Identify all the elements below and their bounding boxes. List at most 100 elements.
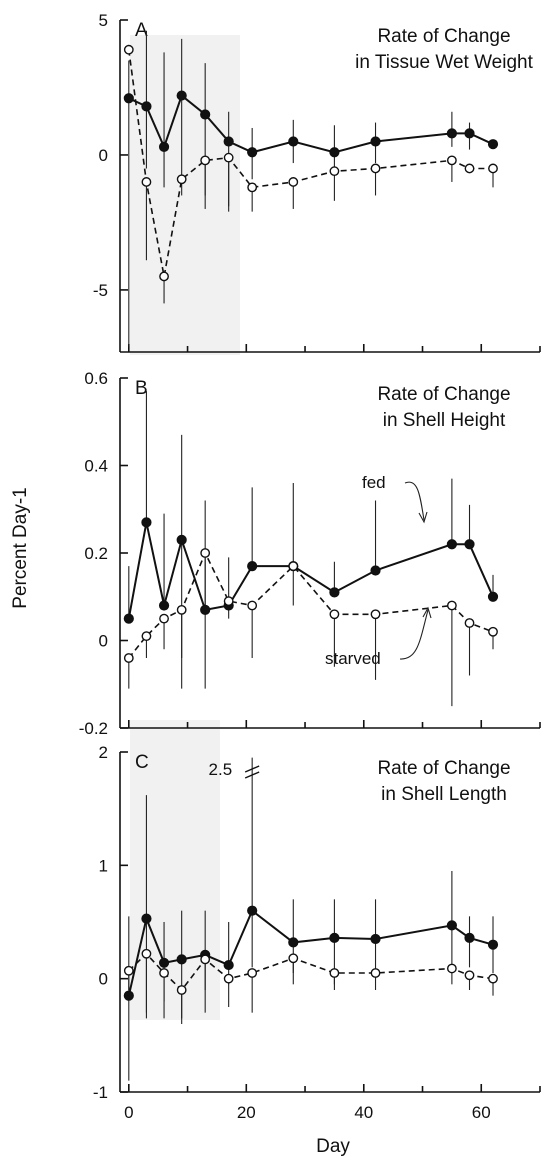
fed-data-point	[329, 587, 340, 598]
fed-data-point	[329, 147, 340, 158]
x-tick-label: 40	[354, 1103, 373, 1122]
fed-data-point	[446, 539, 457, 550]
starved-data-point	[159, 271, 169, 282]
starved-data-point	[141, 177, 152, 187]
fed-data-point	[370, 933, 381, 945]
starved-data-point	[247, 968, 258, 978]
starved-data-point	[370, 163, 381, 174]
scan-shading	[130, 35, 240, 355]
panel-a: 5 0 -5 A Rate of Change in Tissue Wet Weight	[93, 11, 541, 353]
fed-data-point	[464, 932, 475, 943]
starved-data-point	[223, 973, 234, 984]
y-tick-label: 0	[99, 146, 108, 165]
starved-data-point	[446, 963, 457, 974]
starved-data-point	[200, 548, 211, 558]
axis-break-mark	[244, 771, 260, 779]
fed-data-point	[141, 517, 152, 528]
break-value-label: 2.5	[209, 760, 233, 779]
starved-data-point	[123, 44, 134, 55]
starved-label-arrow	[399, 609, 429, 660]
fed-data-point	[247, 147, 258, 158]
fed-data-point	[141, 913, 152, 924]
starved-data-point	[464, 970, 475, 981]
y-tick-label: 0.4	[84, 457, 108, 476]
fed-data-point	[247, 905, 258, 916]
starved-data-point	[200, 155, 211, 166]
fed-data-point	[158, 600, 170, 611]
panel-letter: C	[135, 752, 149, 773]
y-tick-label: 5	[99, 11, 108, 30]
fed-data-point	[200, 604, 211, 615]
starved-data-point	[464, 163, 475, 174]
starved-data-point	[176, 174, 187, 185]
starved-data-point	[288, 561, 299, 572]
fed-data-point	[141, 101, 152, 112]
starved-data-point	[329, 166, 340, 177]
starved-data-point	[247, 182, 258, 193]
starved-data-point	[247, 600, 258, 611]
x-tick-label: 0	[124, 1103, 133, 1122]
starved-data-point	[159, 968, 169, 978]
starved-series-label: starved	[325, 649, 381, 668]
panel-c: 2 1 0 -1 0 20 40 60 C Rate of Change in Shell Leng…	[93, 743, 541, 1122]
starved-data-point	[446, 600, 457, 611]
panel-title-line2: in Tissue Wet Weight	[355, 52, 533, 73]
fed-data-point	[370, 565, 381, 576]
starved-data-point	[446, 155, 457, 166]
fed-data-point	[223, 136, 234, 147]
starved-data-point	[223, 152, 234, 163]
fed-data-point	[464, 128, 475, 139]
y-tick-label: 2	[99, 743, 108, 762]
y-tick-label: 0	[99, 632, 108, 651]
fed-data-point	[487, 591, 499, 602]
fed-data-point	[487, 939, 499, 950]
y-tick-label: 0	[99, 970, 108, 989]
fed-data-point	[158, 957, 170, 968]
starved-data-point	[370, 968, 381, 978]
y-tick-label: 0.6	[84, 369, 108, 388]
starved-data-point	[488, 973, 498, 984]
fed-data-point	[176, 954, 187, 965]
shared-y-axis-label: Percent Day-1	[10, 487, 31, 608]
starved-data-point	[288, 177, 299, 187]
starved-data-point	[176, 604, 187, 615]
fed-data-point	[446, 128, 457, 139]
starved-data-point	[200, 954, 211, 965]
starved-data-point	[288, 953, 299, 964]
starved-data-point	[159, 613, 169, 624]
starved-data-point	[488, 163, 498, 174]
fed-data-point	[123, 990, 134, 1001]
panel-letter: B	[135, 378, 148, 399]
starved-data-point	[488, 626, 498, 637]
starved-label-arrowhead	[422, 606, 432, 619]
starved-data-point	[464, 618, 475, 628]
shared-x-axis-label: Day	[316, 1136, 350, 1157]
fed-data-point	[123, 93, 134, 104]
starved-data-point	[329, 609, 340, 620]
starved-data-point	[123, 965, 134, 976]
panel-b: 0.6 0.4 0.2 0 -0.2 B Rate of Change in Shell He…	[79, 369, 541, 738]
starved-data-point	[176, 985, 187, 995]
fed-data-point	[464, 539, 475, 550]
starved-data-point	[329, 968, 340, 978]
fed-data-point	[176, 90, 187, 101]
y-tick-label: -1	[93, 1083, 108, 1102]
fed-label-arrow	[404, 481, 425, 521]
starved-data-point	[141, 948, 152, 959]
panel-title-line2: in Shell Height	[383, 410, 506, 431]
fed-data-point	[329, 932, 340, 943]
fed-data-point	[158, 141, 170, 152]
starved-data-point	[223, 596, 234, 607]
fed-data-point	[446, 920, 457, 931]
fed-data-point	[200, 109, 211, 120]
axis-break-mark	[244, 765, 260, 773]
y-tick-label: 0.2	[84, 544, 108, 563]
fed-data-point	[123, 613, 134, 624]
fed-data-point	[223, 959, 234, 971]
fed-data-point	[288, 937, 299, 948]
x-tick-label: 60	[472, 1103, 491, 1122]
y-tick-label: -5	[93, 281, 108, 300]
fed-data-point	[487, 139, 499, 150]
panel-letter: A	[135, 20, 148, 41]
